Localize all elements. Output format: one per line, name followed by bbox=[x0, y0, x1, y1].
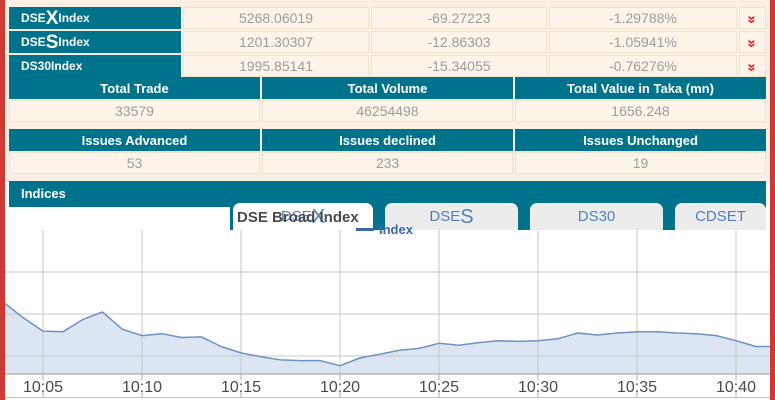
issues-header-row: Issues Advanced Issues declined Issues U… bbox=[9, 129, 766, 151]
index-row-ds30: DS30 Index 1995.85141 -15.34055 -0.76276… bbox=[9, 55, 766, 77]
index-expand-cell: » bbox=[739, 55, 766, 77]
double-chevron-down-icon[interactable]: » bbox=[744, 38, 761, 46]
index-name-dses: DSE S Index bbox=[9, 31, 181, 53]
totals-header-row: Total Trade Total Volume Total Value in … bbox=[9, 77, 766, 99]
issues-declined-header: Issues declined bbox=[262, 129, 513, 151]
svg-text:10:40: 10:40 bbox=[716, 379, 756, 396]
tab-label: DSE bbox=[280, 208, 312, 225]
svg-text:10:30: 10:30 bbox=[518, 379, 558, 396]
index-change: -12.86303 bbox=[371, 31, 547, 53]
legend-line-icon bbox=[356, 228, 374, 231]
index-name-ds30: DS30 Index bbox=[9, 55, 181, 77]
page-border-left bbox=[0, 0, 5, 400]
index-name-text: DSE bbox=[21, 11, 46, 25]
totals-value-row: 33579 46254498 1656.248 bbox=[9, 100, 766, 122]
indices-area-chart: 10:05 10:10 10:15 10:20 10:25 10:30 10:35 10:40 bbox=[0, 230, 775, 398]
issues-unchanged-header: Issues Unchanged bbox=[515, 129, 766, 151]
total-value-value: 1656.248 bbox=[515, 100, 766, 122]
index-value: 5268.06019 bbox=[183, 7, 369, 29]
tab-label-big-letter: S bbox=[460, 205, 474, 228]
issues-advanced-header: Issues Advanced bbox=[9, 129, 260, 151]
index-expand-cell: » bbox=[739, 31, 766, 53]
indices-panel-title: Indices bbox=[9, 181, 766, 207]
tab-label-big-letter: X bbox=[311, 205, 326, 228]
total-value-header: Total Value in Taka (mn) bbox=[515, 77, 766, 99]
index-name-big-letter: X bbox=[45, 7, 59, 29]
tab-label: DSE bbox=[429, 208, 461, 225]
total-trade-value: 33579 bbox=[9, 100, 260, 122]
index-change-percent: -1.05941% bbox=[549, 31, 737, 53]
total-volume-value: 46254498 bbox=[262, 100, 513, 122]
tab-label: CDSET bbox=[695, 208, 746, 225]
total-trade-header: Total Trade bbox=[9, 77, 260, 99]
index-name-suffix: Index bbox=[58, 11, 90, 25]
index-change: -15.34055 bbox=[371, 55, 547, 77]
index-name-suffix: Index bbox=[58, 35, 90, 49]
svg-text:10:25: 10:25 bbox=[419, 379, 459, 396]
svg-text:10:15: 10:15 bbox=[221, 379, 261, 396]
svg-text:10:20: 10:20 bbox=[320, 379, 360, 396]
legend-label: Index bbox=[379, 222, 413, 237]
index-name-text: DSE bbox=[21, 35, 46, 49]
index-name-suffix: Index bbox=[51, 59, 83, 73]
index-row-dsex: DSE X Index 5268.06019 -69.27223 -1.29788… bbox=[9, 7, 766, 29]
index-name-text: DS30 bbox=[21, 59, 52, 73]
index-table: DSE X Index 5268.06019 -69.27223 -1.29788… bbox=[9, 7, 766, 79]
issues-advanced-value: 53 bbox=[9, 152, 260, 174]
index-name-dsex: DSE X Index bbox=[9, 7, 181, 29]
index-change-percent: -0.76276% bbox=[549, 55, 737, 77]
tab-label: DS30 bbox=[577, 208, 616, 225]
tab-dsex[interactable]: DSE X bbox=[233, 203, 373, 230]
total-volume-header: Total Volume bbox=[262, 77, 513, 99]
tab-ds30[interactable]: DS30 bbox=[530, 203, 663, 230]
double-chevron-down-icon[interactable]: » bbox=[744, 62, 761, 70]
chart-title: DSE Broad Index bbox=[237, 209, 359, 226]
index-value: 1995.85141 bbox=[183, 55, 369, 77]
index-value: 1201.30307 bbox=[183, 31, 369, 53]
tab-dses[interactable]: DSE S bbox=[385, 203, 518, 230]
issues-section: Issues Advanced Issues declined Issues U… bbox=[9, 129, 766, 175]
index-change: -69.27223 bbox=[371, 7, 547, 29]
index-change-percent: -1.29788% bbox=[549, 7, 737, 29]
svg-text:10:10: 10:10 bbox=[122, 379, 162, 396]
index-name-big-letter: S bbox=[45, 31, 59, 53]
chart-legend: Index bbox=[356, 222, 413, 237]
double-chevron-down-icon[interactable]: » bbox=[744, 14, 761, 22]
svg-text:10:05: 10:05 bbox=[23, 379, 63, 396]
page-border-right bbox=[770, 0, 775, 400]
tab-cdset[interactable]: CDSET bbox=[675, 203, 766, 230]
issues-unchanged-value: 19 bbox=[515, 152, 766, 174]
issues-value-row: 53 233 19 bbox=[9, 152, 766, 174]
totals-section: Total Trade Total Volume Total Value in … bbox=[9, 77, 766, 123]
index-expand-cell: » bbox=[739, 7, 766, 29]
index-row-dses: DSE S Index 1201.30307 -12.86303 -1.05941… bbox=[9, 31, 766, 53]
svg-text:10:35: 10:35 bbox=[617, 379, 657, 396]
issues-declined-value: 233 bbox=[262, 152, 513, 174]
